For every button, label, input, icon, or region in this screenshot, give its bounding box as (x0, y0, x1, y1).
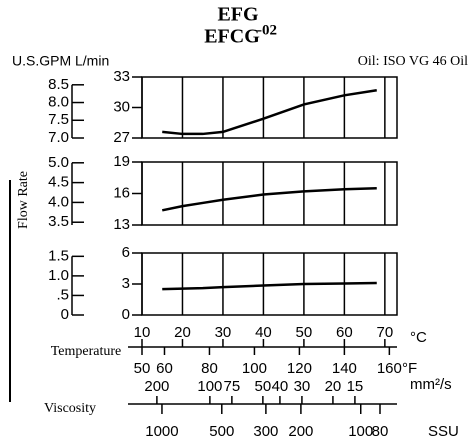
x-tick-label: 40 (255, 324, 272, 341)
gpm-tick-label: 1.5 (48, 247, 69, 264)
y-tick-label: 19 (113, 153, 130, 170)
x-tick-label: 50 (296, 324, 313, 341)
gpm-tick-label: 8.5 (48, 76, 69, 93)
ssu-tick-label: 100 (348, 423, 373, 440)
ssu-tick-label: 80 (372, 423, 389, 440)
gpm-tick-label: 7.0 (48, 129, 69, 146)
ssu-tick-label: 1000 (145, 423, 178, 440)
y-tick-label: 3 (122, 275, 130, 292)
f-tick-label: 60 (156, 360, 173, 377)
ssu-tick-label: 500 (209, 423, 234, 440)
y-tick-label: 6 (122, 244, 130, 261)
f-tick-label: 100 (242, 360, 267, 377)
y-tick-label: 30 (113, 98, 130, 115)
f-tick-label: 160 (377, 360, 402, 377)
line-series (162, 281, 377, 291)
f-tick-label: 120 (287, 360, 312, 377)
chart-title: EFG (217, 4, 259, 26)
mm2s-tick-label: 200 (144, 378, 169, 395)
line-series (162, 88, 377, 136)
gpm-tick-label: 4.0 (48, 193, 69, 210)
y-units: U.S.GPM L/min (12, 53, 109, 69)
line-series (161, 187, 377, 212)
f-tick-label: 140 (332, 360, 357, 377)
y-tick-label: 16 (113, 184, 130, 201)
x-axis-label: Temperature (51, 344, 122, 359)
gpm-tick-label: 8.0 (48, 94, 69, 111)
mm2s-tick-label: 15 (347, 378, 364, 395)
y-tick-label: 13 (113, 216, 130, 233)
gpm-tick-label: 1.0 (48, 267, 69, 284)
f-unit: °F (402, 360, 417, 377)
mm2s-tick-label: 75 (224, 378, 241, 395)
chart-title-suffix: -02 (257, 22, 277, 38)
y-tick-label: 0 (122, 306, 130, 323)
ssu-tick-label: 300 (253, 423, 278, 440)
panel-frame (141, 76, 398, 139)
y-tick-label: 27 (113, 129, 130, 146)
x-tick-label: 10 (134, 324, 151, 341)
x-tick-label: 30 (215, 324, 232, 341)
mm2s-tick-label: 20 (325, 378, 342, 395)
x-tick-label: 20 (174, 324, 191, 341)
chart-title-line2: EFCG (204, 26, 260, 48)
ssu-tick-label: 200 (288, 423, 313, 440)
viscosity-label: Viscosity (44, 401, 96, 416)
mm2s-unit: mm²/s (410, 376, 452, 393)
gpm-tick-label: 3.5 (48, 213, 69, 230)
mm2s-tick-label: 40 (272, 378, 289, 395)
gpm-tick-label: .5 (56, 286, 69, 303)
y-axis-label: Flow Rate (16, 171, 31, 229)
mm2s-tick-label: 30 (294, 378, 311, 395)
gpm-tick-label: 4.5 (48, 174, 69, 191)
gpm-tick-label: 0 (61, 306, 69, 323)
gpm-tick-label: 7.5 (48, 111, 69, 128)
mm2s-tick-label: 100 (197, 378, 222, 395)
ssu-unit: SSU (428, 423, 459, 440)
mm2s-tick-label: 50 (255, 378, 272, 395)
y-tick-label: 33 (113, 68, 130, 85)
x-tick-label: 70 (377, 324, 394, 341)
f-tick-label: 50 (134, 360, 151, 377)
f-tick-label: 80 (201, 360, 218, 377)
note: Oil: ISO VG 46 Oil (358, 54, 468, 69)
x-tick-label: 60 (336, 324, 353, 341)
gpm-tick-label: 5.0 (48, 154, 69, 171)
x-unit: °C (410, 329, 427, 346)
